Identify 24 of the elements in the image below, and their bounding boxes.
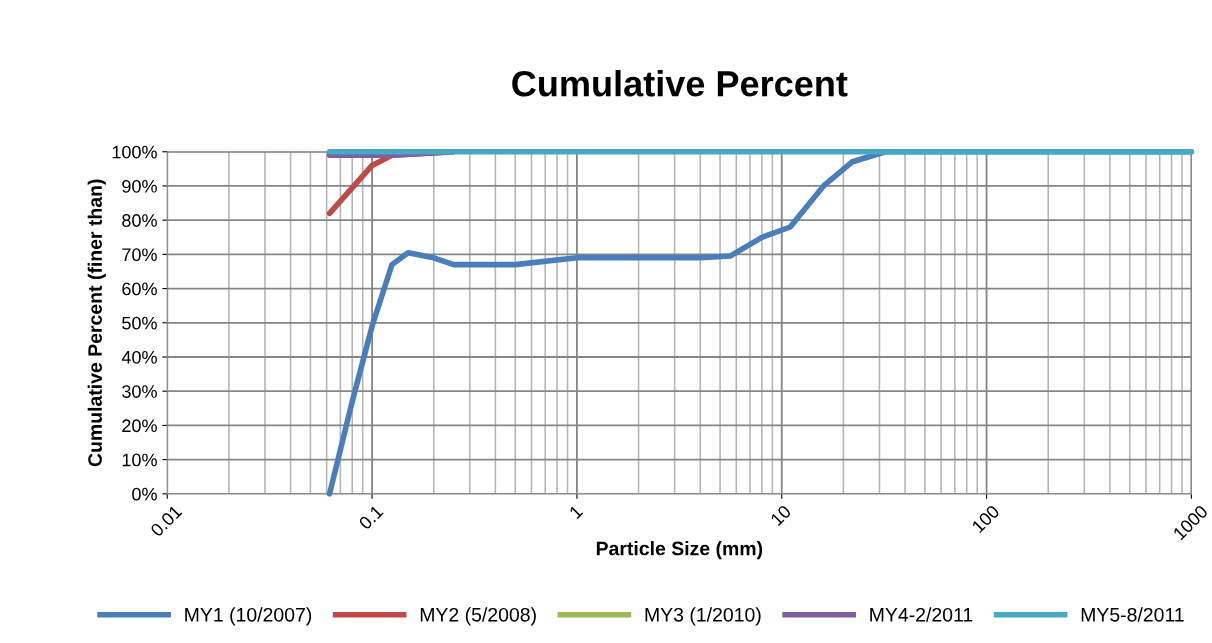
- y-tick-label: 70%: [122, 248, 157, 262]
- x-tick-label: 100: [971, 504, 1001, 534]
- legend-label: MY4-2/2011: [870, 607, 973, 622]
- y-tick-label: 20%: [122, 419, 157, 433]
- y-tick-label: 30%: [122, 385, 157, 398]
- legend-label: MY3 (1/2010): [645, 607, 761, 626]
- y-tick-label: 80%: [122, 214, 157, 227]
- y-tick-label: 0%: [132, 487, 157, 501]
- y-tick-label: 10%: [122, 453, 157, 467]
- y-axis-title: Cumulative Percent (finer than): [87, 179, 106, 467]
- y-tick-label: 60%: [122, 282, 157, 296]
- y-tick-label: 50%: [122, 316, 157, 330]
- y-tick-label: 90%: [122, 179, 157, 193]
- chart-title: Cumulative Percent: [512, 70, 848, 97]
- legend-label: MY5-8/2011: [1081, 607, 1184, 622]
- y-tick-label: 40%: [121, 350, 157, 364]
- legend-label: MY2 (5/2008): [420, 607, 536, 626]
- legend-label: MY1 (10/2007): [185, 607, 312, 626]
- y-tick-label: 100%: [112, 145, 157, 159]
- x-tick-label: 0.01: [149, 504, 183, 538]
- x-tick-label: 10: [770, 504, 792, 527]
- x-tick-label: 1: [568, 504, 584, 519]
- x-tick-label: 0.1: [358, 504, 384, 531]
- x-axis-title: Particle Size (mm): [596, 541, 763, 560]
